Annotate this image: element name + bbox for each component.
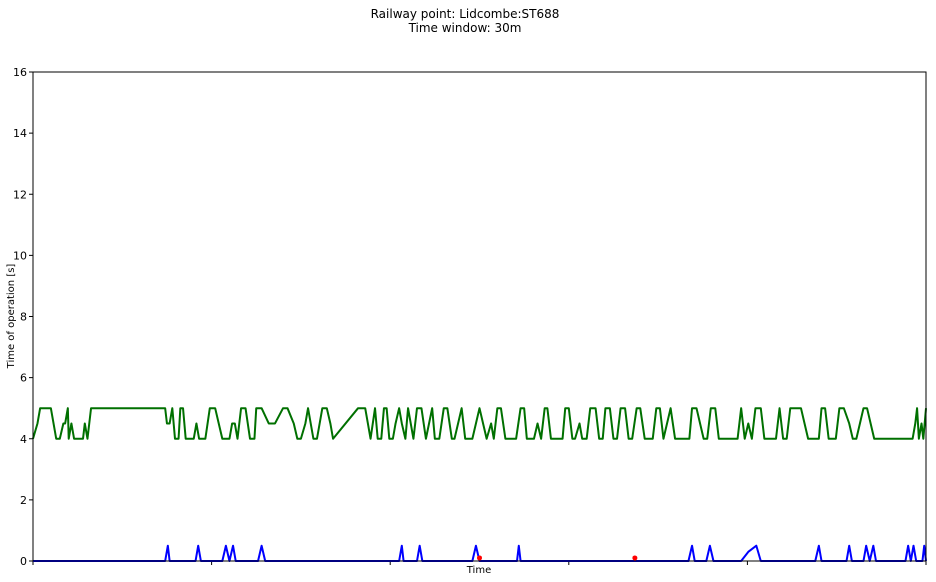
y-tick-label: 10	[13, 249, 27, 262]
chart-title: Railway point: Lidcombe:ST688	[371, 7, 560, 21]
x-axis-label: Time	[466, 565, 491, 576]
plot-frame	[32, 71, 927, 562]
y-tick-label: 16	[13, 66, 27, 79]
y-axis-label: Time of operation [s]	[6, 264, 17, 370]
series-line-2	[33, 544, 927, 562]
series-line-1	[32, 407, 927, 440]
y-tick-label: 4	[20, 433, 27, 446]
y-tick-label: 6	[20, 372, 27, 385]
y-axis-ticks: 0 2 4 6 8 10 12 14 16	[13, 66, 33, 568]
series-layer	[32, 407, 927, 562]
red-marker-point	[477, 555, 482, 561]
chart-subtitle: Time window: 30m	[408, 21, 522, 35]
y-tick-label: 12	[13, 188, 27, 201]
y-tick-label: 14	[13, 127, 27, 140]
y-tick-label: 0	[20, 555, 27, 568]
red-marker-point	[632, 555, 638, 561]
y-tick-label: 2	[20, 494, 27, 507]
y-tick-label: 8	[20, 311, 27, 324]
marker-layer	[477, 555, 638, 561]
